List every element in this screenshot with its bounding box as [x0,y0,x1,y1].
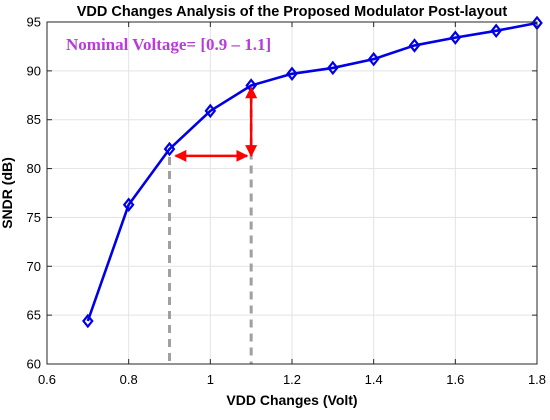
series-line [86,21,538,322]
x-tick-label: 0.6 [38,372,56,387]
data-point-marker [286,66,298,82]
x-tick-label: 0.8 [120,372,138,387]
data-point-marker [327,60,339,76]
data-point-marker [408,38,421,53]
x-tick-label: 1.4 [365,372,383,387]
series [82,15,543,329]
data-point-marker [122,197,135,212]
y-tick-label: 90 [27,63,41,78]
x-tick-label: 1.6 [446,372,464,387]
x-tick-label: 1.2 [283,372,301,387]
data-point-marker [204,103,217,119]
x-tick-label: 1.8 [528,372,546,387]
data-point-marker [449,30,462,45]
data-point-marker [367,51,380,67]
data-point-marker [490,23,502,39]
annotation-text: Nominal Voltage= [0.9 – 1.1] [66,35,271,54]
y-tick-label: 95 [27,15,41,30]
y-tick-label: 85 [27,112,41,127]
data-point-marker [163,141,176,157]
grid [46,21,538,365]
annotation-arrows [174,86,258,162]
y-tick-label: 80 [27,161,41,176]
x-axis-label: VDD Changes (Volt) [226,392,357,408]
x-tick-label: 1 [207,372,214,387]
chart-title: VDD Changes Analysis of the Proposed Mod… [77,4,508,20]
y-axis-label: SNDR (dB) [0,157,15,229]
y-tick-label: 60 [27,357,41,372]
ticks: 0.6 0.8 1 1.2 1.4 1.6 1.8 60 65 70 75 80 85 90 95 [27,15,547,388]
data-point-marker [82,313,94,329]
y-tick-label: 65 [27,308,41,323]
y-tick-label: 75 [27,210,41,225]
y-tick-label: 70 [27,259,41,274]
